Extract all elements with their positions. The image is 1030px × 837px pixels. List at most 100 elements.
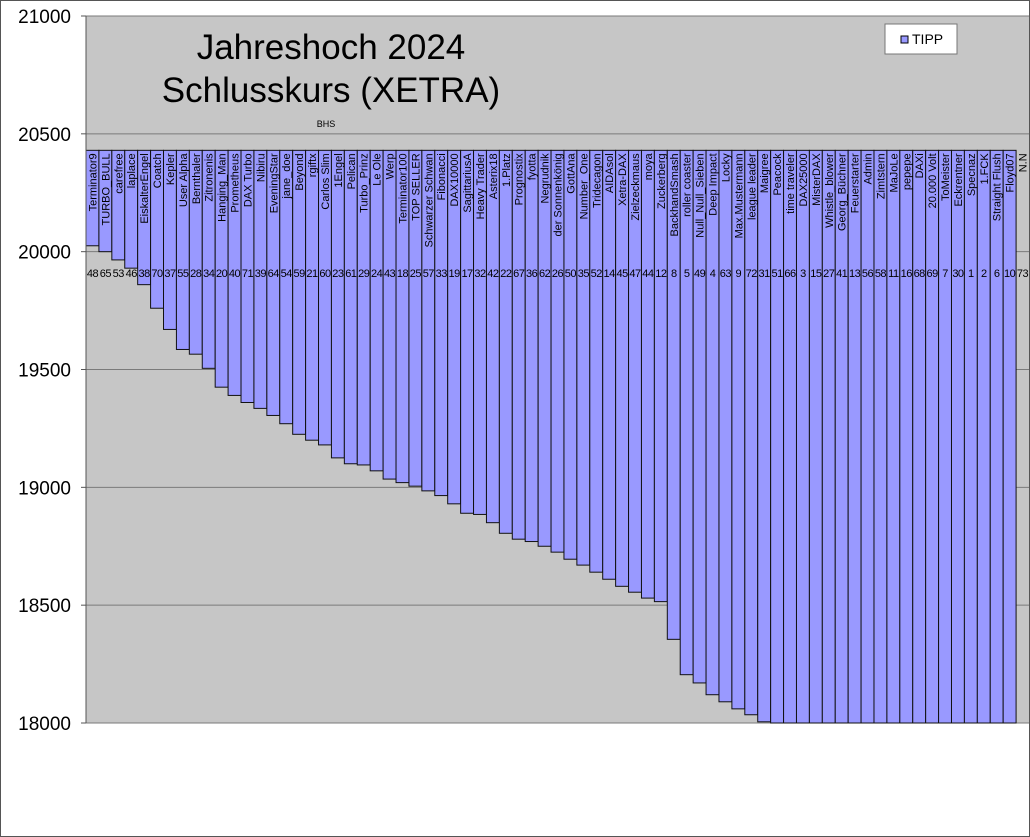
number-label: 44 [642, 268, 654, 280]
legend-label: TIPP [912, 31, 943, 47]
number-label: 33 [436, 268, 448, 280]
category-label: Deep Impact [708, 153, 720, 215]
number-label: 69 [926, 268, 938, 280]
number-label: 1 [968, 268, 974, 280]
bar [925, 149, 940, 724]
y-tick-label: 19000 [18, 478, 71, 499]
number-label: 71 [242, 268, 254, 280]
number-label: 2 [981, 268, 987, 280]
number-label: 42 [487, 268, 499, 280]
number-label: 56 [862, 268, 874, 280]
bhs-annotation: BHS [317, 119, 336, 129]
category-label: MaJoLe [888, 153, 900, 192]
category-label: Turbo_Prinz [359, 153, 371, 213]
category-label: EveningStar [268, 153, 280, 213]
category-label: Peacock [772, 153, 784, 196]
category-label: Locky [720, 153, 732, 182]
number-label: 4 [710, 268, 716, 280]
number-label: 28 [190, 268, 202, 280]
number-label: 68 [914, 268, 926, 280]
legend: TIPP [884, 23, 958, 55]
y-tick-label: 21000 [18, 7, 71, 28]
category-label: Eckrentner [953, 153, 965, 207]
category-label: DAX Turbo [242, 153, 254, 207]
number-label: 34 [203, 268, 215, 280]
category-label: Fibonacci [436, 153, 448, 200]
bar [899, 149, 914, 724]
number-label: 31 [759, 268, 771, 280]
number-label: 55 [177, 268, 189, 280]
category-label: Xetra-DAX [617, 153, 629, 206]
bar [705, 149, 720, 696]
category-label: Georg_Büchner [837, 153, 849, 231]
number-label: 41 [836, 268, 848, 280]
number-label: 73 [1017, 268, 1029, 280]
category-label: Straight Flush [992, 153, 1004, 221]
number-label: 16 [901, 268, 913, 280]
bar [795, 149, 810, 724]
number-label: 14 [604, 268, 616, 280]
y-tick-label: 18000 [18, 714, 71, 735]
category-label: User Alpha [178, 152, 190, 207]
number-label: 52 [591, 268, 603, 280]
category-label: pepepe [901, 153, 913, 190]
category-label: Zielzeckmaus [630, 153, 642, 221]
number-label: 50 [565, 268, 577, 280]
bar [485, 149, 500, 524]
category-label: Negrudnik [540, 153, 552, 204]
category-label: Heavy Trader [475, 153, 487, 219]
y-tick-label: 18500 [18, 596, 71, 617]
number-label: 27 [823, 268, 835, 280]
bar [912, 149, 927, 724]
number-label: 60 [319, 268, 331, 280]
bar [589, 149, 604, 573]
category-label: moya [643, 152, 655, 180]
number-label: 22 [500, 268, 512, 280]
number-label: 39 [255, 268, 267, 280]
category-label: der Sonnenkönig [553, 153, 565, 236]
category-label: Floyd07 [1005, 153, 1017, 192]
number-label: 51 [771, 268, 783, 280]
category-label: Zitronenis [204, 153, 216, 202]
bar [808, 149, 823, 724]
category-label: Zuckerberg [656, 153, 668, 209]
bar [330, 149, 345, 459]
category-label: laplace [126, 153, 138, 188]
number-label: 43 [384, 268, 396, 280]
number-label: 49 [694, 268, 706, 280]
number-label: 57 [423, 268, 435, 280]
number-label: 66 [784, 268, 796, 280]
category-label: Hanging_Man [217, 153, 229, 222]
number-label: 5 [684, 268, 690, 280]
category-label: Feuerstarter [850, 153, 862, 213]
category-label: Terminator9 [87, 153, 99, 211]
category-label: Tridecagon [591, 153, 603, 208]
category-label: jane_doe [281, 153, 293, 199]
category-label: Nibiru [255, 153, 267, 182]
category-label: Admin [863, 153, 875, 184]
category-label: time traveler [785, 153, 797, 214]
bar [757, 149, 772, 723]
bar [718, 149, 733, 703]
category-label: ToMeister [940, 153, 952, 201]
number-label: 19 [449, 268, 461, 280]
category-label: 1Engel [333, 153, 345, 187]
number-label: 13 [849, 268, 861, 280]
number-label: 37 [164, 268, 176, 280]
number-label: 63 [720, 268, 732, 280]
number-labels: 48 65 53 46 38 70 37 55 28 34 20 40 71 39 64 54 59 21 60 23… [87, 268, 1029, 280]
number-label: 6 [994, 268, 1000, 280]
bar [860, 149, 875, 724]
category-label: Pelican [346, 153, 358, 189]
bar [873, 149, 888, 724]
number-label: 29 [358, 268, 370, 280]
bar [615, 149, 630, 587]
bar [511, 149, 526, 540]
category-label: DAXi [914, 153, 926, 178]
category-label: Zimtstern [875, 153, 887, 199]
category-label: Coatch [152, 153, 164, 188]
chart-title-line-1: Jahreshoch 2024 [197, 28, 466, 67]
number-label: 23 [332, 268, 344, 280]
category-label: Terminator100 [397, 153, 409, 223]
y-tick-label: 20500 [18, 125, 71, 146]
